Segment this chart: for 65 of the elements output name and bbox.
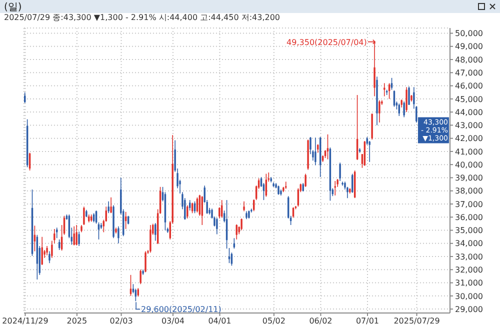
y-tick-label: 43,000 [455, 121, 483, 130]
candlestick [108, 200, 110, 214]
x-tick-label: 2025/07/29 [394, 316, 440, 326]
chart-subtitle: 2025/07/29 종:43,300 ▼1,300 - 2.91% 시:44,400 고:44,450 저:43,200 [3, 13, 282, 22]
y-tick-label: 31,000 [455, 278, 483, 288]
x-tick-label: 2025 [66, 316, 88, 326]
candlestick [378, 100, 380, 123]
y-tick-label: 35,000 [455, 226, 483, 236]
y-tick-label: 45,000 [455, 94, 483, 104]
y-tick-label: 50,000 [455, 29, 483, 38]
y-tick-label: 33,000 [455, 252, 483, 262]
candlestick [83, 206, 85, 226]
annotation: 49,350(2025/07/04) [286, 38, 367, 47]
candlestick [408, 86, 410, 106]
candlestick [390, 78, 393, 90]
candlestick [73, 226, 75, 246]
y-tick-label: 46,000 [455, 82, 483, 91]
x-tick-label: 07/01 [356, 316, 380, 326]
candlestick [240, 218, 242, 231]
candlestick [243, 200, 245, 212]
y-tick-label: 34,000 [455, 239, 483, 248]
y-tick-label: 42,000 [455, 134, 483, 144]
candlestick [314, 137, 316, 166]
x-tick-label: 03/04 [161, 316, 185, 326]
x-tick-label: 05/02 [262, 316, 286, 326]
x-tick-label: 2024/11/29 [2, 316, 48, 326]
candlestick [140, 269, 142, 285]
candlestick [144, 250, 146, 273]
y-tick-label: 49,000 [455, 42, 483, 52]
y-tick-label: 36,000 [455, 212, 483, 222]
y-tick-label: 40,000 [455, 160, 483, 170]
y-tick-label: 30,000 [455, 292, 483, 301]
annotation: 29,600(2025/02/11) [141, 305, 222, 314]
candlestick [150, 224, 152, 253]
chart-title: (일) [4, 0, 22, 14]
y-tick-label: 47,000 [455, 68, 483, 78]
candlestick [76, 224, 78, 246]
candlestick [304, 173, 306, 188]
y-tick-label: 37,000 [455, 200, 483, 209]
candlestick [326, 134, 329, 160]
candlestick [48, 250, 50, 264]
candlestick [130, 274, 132, 296]
y-tick-label: 44,000 [455, 108, 483, 117]
candlestick [78, 231, 80, 246]
candlestick [403, 101, 405, 118]
candlestick [339, 162, 341, 182]
candlestick [110, 197, 112, 214]
y-tick-label: 41,000 [455, 147, 483, 156]
candlestick [95, 210, 98, 224]
candlestick [216, 217, 218, 235]
y-tick-label: 32,000 [455, 266, 483, 274]
y-tick-label: 29,000 [455, 304, 483, 314]
y-tick-label: 38,000 [455, 186, 483, 196]
candlestick [188, 200, 191, 211]
candlestick [41, 236, 43, 266]
y-tick-label: 39,000 [455, 174, 483, 183]
x-tick-label: 06/02 [309, 316, 332, 326]
candlestick [46, 246, 48, 256]
candlestick [118, 226, 120, 244]
x-tick-label: 04/01 [208, 316, 232, 326]
x-tick-label: 02/03 [110, 316, 133, 326]
candlestick [278, 185, 280, 196]
candlestick [368, 140, 370, 162]
y-tick-label: 48,000 [455, 55, 483, 64]
candlestick [406, 86, 408, 112]
